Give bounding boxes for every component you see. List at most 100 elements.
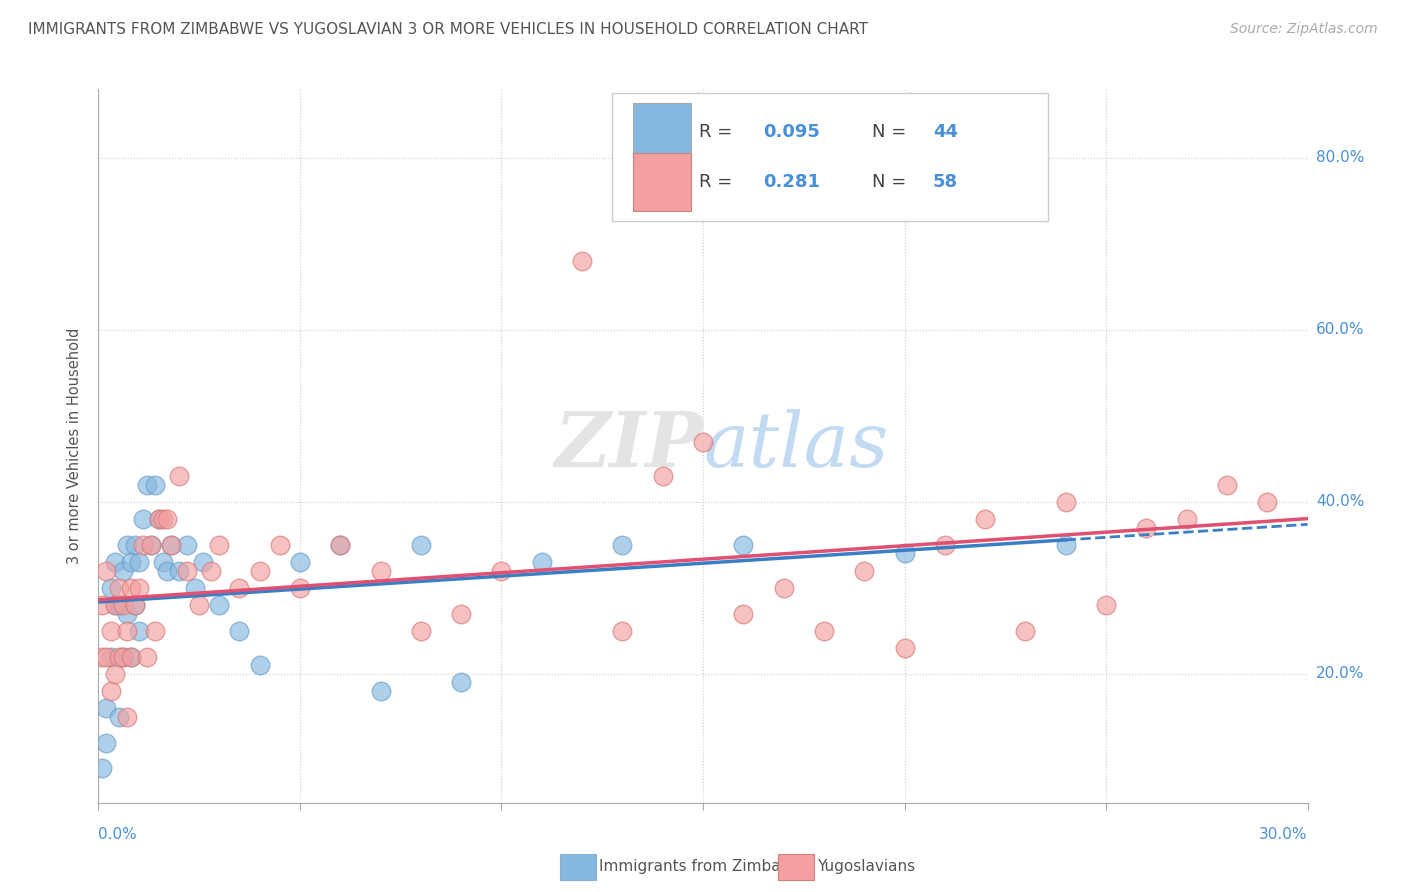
- Text: 60.0%: 60.0%: [1316, 322, 1364, 337]
- Point: [1054, 495, 1077, 509]
- Point: [96, 649, 118, 664]
- Point: [184, 581, 207, 595]
- Point: [124, 598, 146, 612]
- Point: [200, 564, 222, 578]
- Text: R =: R =: [699, 173, 738, 191]
- Point: [329, 538, 352, 552]
- Y-axis label: 3 or more Vehicles in Household: 3 or more Vehicles in Household: [67, 328, 83, 564]
- Point: [120, 555, 142, 569]
- Point: [120, 649, 142, 664]
- Point: [893, 546, 915, 560]
- Point: [115, 538, 138, 552]
- Point: [167, 564, 190, 578]
- Point: [853, 564, 876, 578]
- Point: [132, 512, 155, 526]
- Point: [228, 624, 250, 638]
- Point: [160, 538, 183, 552]
- Point: [103, 598, 125, 612]
- Text: 40.0%: 40.0%: [1316, 494, 1364, 509]
- Point: [152, 555, 174, 569]
- Point: [115, 624, 138, 638]
- Point: [124, 598, 146, 612]
- Point: [132, 538, 155, 552]
- Point: [772, 581, 794, 595]
- Point: [152, 512, 174, 526]
- Point: [120, 649, 142, 664]
- Point: [111, 598, 134, 612]
- FancyBboxPatch shape: [633, 153, 690, 211]
- Point: [208, 598, 231, 612]
- Text: Source: ZipAtlas.com: Source: ZipAtlas.com: [1230, 22, 1378, 37]
- Point: [571, 254, 593, 268]
- Point: [120, 581, 142, 595]
- Point: [269, 538, 291, 552]
- Point: [176, 564, 198, 578]
- Point: [100, 684, 122, 698]
- Point: [139, 538, 162, 552]
- Point: [96, 564, 118, 578]
- Point: [188, 598, 211, 612]
- Point: [893, 641, 915, 656]
- Text: 0.281: 0.281: [763, 173, 821, 191]
- Point: [139, 538, 162, 552]
- Point: [103, 666, 125, 681]
- Point: [111, 649, 134, 664]
- Point: [651, 469, 673, 483]
- Point: [193, 555, 215, 569]
- Point: [96, 701, 118, 715]
- Point: [813, 624, 835, 638]
- Point: [288, 581, 311, 595]
- Point: [156, 512, 179, 526]
- Point: [249, 564, 271, 578]
- Point: [135, 649, 157, 664]
- Point: [135, 477, 157, 491]
- Point: [974, 512, 997, 526]
- Point: [107, 710, 129, 724]
- Text: atlas: atlas: [703, 409, 889, 483]
- Point: [409, 538, 432, 552]
- Text: Immigrants from Zimbabwe: Immigrants from Zimbabwe: [599, 859, 813, 873]
- Point: [450, 675, 472, 690]
- Point: [91, 649, 114, 664]
- Point: [124, 538, 146, 552]
- Point: [115, 710, 138, 724]
- Point: [370, 684, 392, 698]
- Point: [143, 624, 166, 638]
- Text: IMMIGRANTS FROM ZIMBABWE VS YUGOSLAVIAN 3 OR MORE VEHICLES IN HOUSEHOLD CORRELAT: IMMIGRANTS FROM ZIMBABWE VS YUGOSLAVIAN …: [28, 22, 868, 37]
- FancyBboxPatch shape: [633, 103, 690, 161]
- Point: [103, 555, 125, 569]
- Point: [1095, 598, 1118, 612]
- Point: [491, 564, 513, 578]
- Text: 0.0%: 0.0%: [98, 827, 138, 841]
- Point: [228, 581, 250, 595]
- Point: [288, 555, 311, 569]
- Point: [128, 581, 150, 595]
- Point: [692, 434, 714, 449]
- Point: [1135, 521, 1157, 535]
- Point: [148, 512, 170, 526]
- Point: [128, 555, 150, 569]
- Point: [107, 649, 129, 664]
- Text: 80.0%: 80.0%: [1316, 151, 1364, 166]
- Point: [176, 538, 198, 552]
- Point: [111, 649, 134, 664]
- Point: [409, 624, 432, 638]
- Point: [530, 555, 553, 569]
- Point: [733, 607, 755, 621]
- Text: 30.0%: 30.0%: [1260, 827, 1308, 841]
- Point: [329, 538, 352, 552]
- FancyBboxPatch shape: [612, 93, 1047, 221]
- Point: [1014, 624, 1036, 638]
- Point: [91, 598, 114, 612]
- Point: [160, 538, 183, 552]
- Point: [1256, 495, 1278, 509]
- Point: [107, 581, 129, 595]
- Text: 20.0%: 20.0%: [1316, 666, 1364, 681]
- Point: [115, 607, 138, 621]
- Point: [100, 624, 122, 638]
- Point: [733, 538, 755, 552]
- Point: [612, 538, 634, 552]
- Text: 58: 58: [932, 173, 957, 191]
- Point: [934, 538, 956, 552]
- Text: 0.095: 0.095: [763, 123, 820, 141]
